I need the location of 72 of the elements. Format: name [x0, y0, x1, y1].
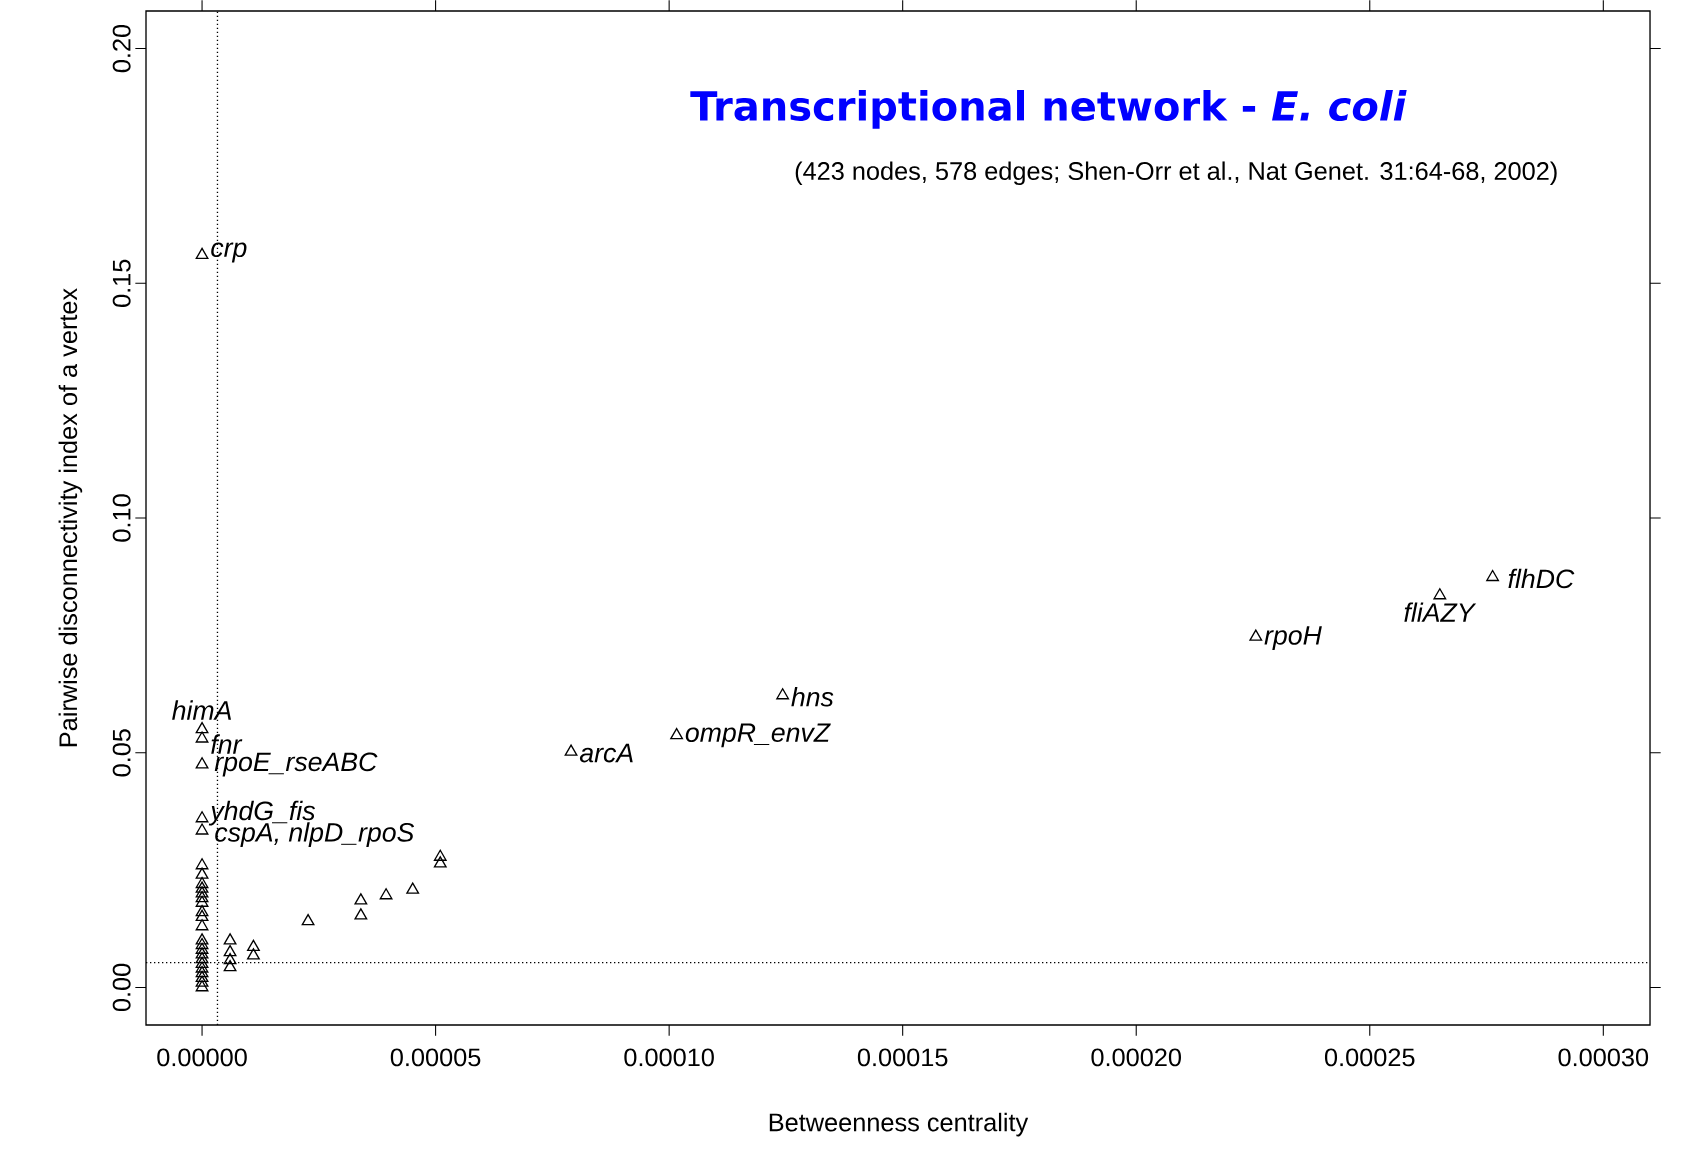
point: [195, 961, 209, 973]
point: [1433, 588, 1447, 600]
x-tick-label: 0.00005: [390, 1048, 481, 1067]
point: [195, 886, 209, 898]
point: [301, 913, 315, 926]
point: [195, 811, 209, 823]
point: [195, 867, 209, 879]
point: [195, 731, 209, 743]
point: [195, 951, 209, 964]
point: [670, 728, 684, 740]
point: [195, 947, 209, 959]
point: [406, 882, 420, 894]
x-tick-label: 0.00015: [857, 1048, 948, 1067]
point: [195, 980, 209, 992]
point: [195, 919, 209, 931]
annotation: crp: [211, 242, 247, 263]
point: [223, 952, 237, 965]
y-tick-label: 0.05: [112, 729, 131, 777]
y-axis-title: Pairwise disconnectivity index of a vertex: [58, 288, 83, 747]
x-axis-title: Betweenness centrality: [769, 1112, 1029, 1137]
annotation: flhDC: [1508, 568, 1575, 589]
point: [564, 744, 578, 756]
point: [195, 937, 209, 950]
point: [195, 881, 209, 893]
point: [223, 933, 237, 945]
text: (423 nodes, 578 edges; Shen-Orr et al., Nat Genet. 31:64-68, 2002): [795, 161, 1557, 186]
point: [195, 823, 209, 835]
y-tick-label: 0.10: [112, 494, 131, 542]
point: [195, 942, 209, 954]
point: [223, 944, 237, 957]
point: [1486, 569, 1500, 582]
point: [195, 876, 209, 889]
annotation: arcA: [579, 743, 633, 763]
point: [195, 966, 209, 978]
point: [433, 849, 447, 861]
annotation: fliAZY: [1404, 602, 1477, 622]
x-tick-label: 0.00000: [157, 1048, 247, 1067]
point: [246, 939, 260, 952]
text: Transcriptional network - E. coli: [690, 90, 1407, 129]
point: [433, 856, 447, 868]
point: [195, 757, 209, 769]
point: [195, 890, 209, 903]
point: [195, 933, 209, 945]
point: [246, 948, 260, 960]
y-tick-label: 0.00: [112, 963, 131, 1012]
annotation: hns: [791, 686, 834, 707]
x-tick-label: 0.00010: [624, 1048, 714, 1067]
point: [354, 893, 368, 905]
point: [354, 908, 368, 920]
point: [195, 858, 209, 870]
annotation: rpoE_rseABC: [214, 752, 378, 777]
point: [195, 247, 209, 260]
point: [223, 959, 237, 972]
point: [195, 905, 209, 917]
x-tick-label: 0.00020: [1091, 1048, 1181, 1067]
y-tick-label: 0.15: [112, 259, 131, 307]
point: [195, 975, 209, 987]
point: [195, 909, 209, 922]
point: [776, 688, 790, 700]
point: [379, 888, 393, 900]
point: [195, 956, 209, 968]
point: [1249, 629, 1263, 641]
point: [195, 895, 209, 907]
x-tick-label: 0.00030: [1558, 1048, 1649, 1067]
x-tick-label: 0.00025: [1324, 1048, 1415, 1067]
y-tick-label: 0.20: [112, 24, 131, 73]
annotation: ompR_envZ: [685, 723, 831, 748]
point: [195, 970, 209, 983]
point: [195, 721, 209, 734]
annotation: himA: [172, 700, 231, 720]
annotation: rpoH: [1264, 626, 1322, 651]
annotation: fnr: [211, 734, 243, 754]
